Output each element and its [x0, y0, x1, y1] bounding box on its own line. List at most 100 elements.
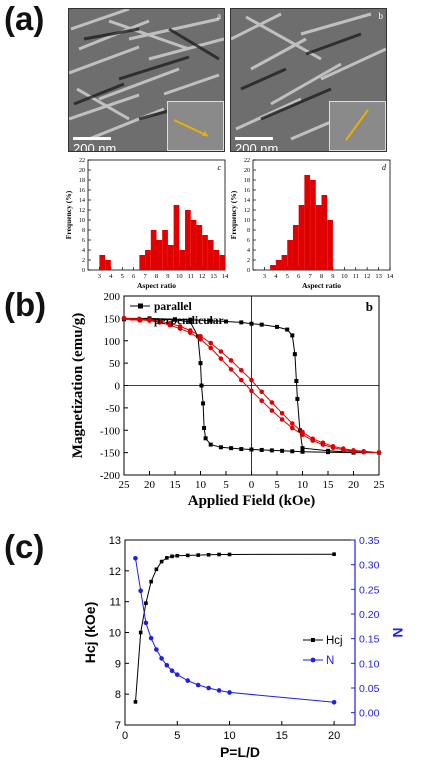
hyst-point-0	[198, 361, 203, 366]
hcj-series-line-0	[135, 553, 335, 702]
hcj-ytick-left-label: 12	[109, 566, 121, 578]
hcj-point-0	[175, 553, 180, 558]
hist-d-ytick-label: 20	[244, 168, 250, 174]
hcj-point-1	[227, 690, 232, 695]
hist-c-bar	[150, 230, 157, 270]
hyst-point-1	[228, 358, 234, 363]
hyst-point-1	[249, 377, 254, 383]
hyst-point-1	[208, 345, 213, 351]
hist-d-bar	[275, 260, 282, 270]
hist-c-xtick-label: 9	[166, 273, 169, 280]
hyst-xtick-label: 10	[195, 479, 207, 491]
hyst-point-0	[280, 448, 285, 453]
hyst-point-0	[294, 379, 299, 384]
hyst-point-1	[361, 448, 367, 454]
hcj-ytick-left-label: 13	[109, 535, 121, 547]
hcj-point-1	[159, 656, 164, 661]
hyst-point-0	[229, 446, 234, 451]
hyst-point-0	[290, 333, 295, 338]
scale-label-right: 200 nm	[235, 141, 279, 152]
hist-d-ytick-label: 6	[247, 238, 250, 244]
hcj-point-1	[216, 688, 222, 693]
hist-c-xtick-label: 3	[98, 273, 101, 280]
hist-c-ylabel: Frequency (%)	[64, 190, 73, 239]
hyst-point-1	[249, 388, 254, 394]
hist-d-ylabel: Frequency (%)	[229, 190, 238, 239]
hyst-point-1	[239, 377, 244, 383]
hist-c-bar	[202, 235, 208, 270]
hist-c-bar	[219, 255, 225, 270]
hyst-point-1	[218, 356, 224, 361]
hyst-ytick-label: -150	[100, 448, 121, 460]
hist-c-bar	[139, 255, 146, 270]
hcj-xtick-label: 5	[174, 730, 180, 742]
hyst-ytick-label: 0	[115, 381, 121, 393]
hcj-point-1	[148, 635, 154, 641]
hyst-point-1	[310, 436, 316, 442]
panel-label-b: (b)	[4, 286, 47, 323]
hyst-legend-label-1: perpendicular	[154, 315, 224, 327]
hyst-xtick-label: 15	[170, 479, 182, 491]
hcj-ytick-right-label: 0.05	[359, 683, 380, 695]
hcj-point-0	[170, 554, 174, 559]
hcj-point-0	[149, 579, 153, 584]
hist-d-xtick-label: 8	[320, 273, 323, 280]
hist-c-xtick-label: 4	[109, 273, 113, 280]
hyst-point-1	[376, 450, 382, 455]
hist-c-bar	[196, 225, 203, 270]
hist-c-ytick-label: 18	[79, 178, 85, 184]
hist-d-xtick-label: 3	[263, 273, 266, 280]
hist-d-xtick-label: 9	[331, 273, 334, 280]
hist-c-bar	[173, 205, 180, 270]
hist-c-bar	[99, 255, 106, 270]
hist-c-bar	[105, 260, 111, 270]
hyst-point-1	[290, 421, 295, 426]
hist-d-xtick-label: 11	[353, 273, 359, 280]
hcj-xtick-label: 15	[276, 730, 288, 742]
hcj-point-1	[169, 668, 175, 674]
hist-c-xtick-label: 12	[199, 273, 206, 280]
hist-d-panel-letter: d	[382, 163, 387, 172]
hyst-point-1	[228, 367, 234, 372]
hyst-point-1	[157, 318, 162, 324]
nanorod-texture-right	[231, 12, 386, 141]
hist-d-bar	[298, 205, 305, 270]
hist-d-xtick-label: 12	[364, 273, 371, 280]
hcj-ytick-left-label: 10	[109, 628, 121, 640]
hist-c-ytick-label: 16	[79, 188, 85, 194]
hyst-point-1	[330, 444, 336, 449]
hist-c-ytick-label: 6	[82, 238, 85, 244]
hist-c-xlabel: Aspect ratio	[137, 281, 176, 290]
hcj-point-1	[185, 678, 191, 683]
hyst-point-0	[259, 447, 264, 452]
hcj-ytick-right-label: 0.25	[359, 584, 380, 596]
tem-letter-left: a	[217, 11, 221, 21]
hyst-point-1	[320, 440, 326, 446]
hist-c-ytick-label: 20	[79, 168, 85, 174]
hyst-point-0	[249, 447, 254, 452]
hist-d-xtick-label: 4	[274, 273, 278, 280]
hcj-point-0	[332, 552, 336, 556]
hyst-ylabel: Magnetization (emu/g)	[70, 313, 86, 458]
hyst-point-0	[239, 320, 244, 325]
hist-d-ytick-label: 8	[247, 228, 250, 234]
hist-d-ytick-label: 10	[244, 218, 250, 224]
hist-c-xtick-label: 5	[121, 273, 124, 280]
hist-c-ytick-label: 0	[82, 268, 85, 274]
tem-image-left: 200 nm a	[68, 8, 225, 152]
hcj-point-1	[143, 620, 149, 626]
tem-inset-left	[167, 101, 224, 151]
hcj-point-1	[164, 663, 170, 668]
hyst-point-0	[239, 447, 244, 452]
hyst-point-1	[269, 400, 275, 405]
hcj-point-0	[138, 630, 143, 635]
hist-c-xtick-label: 13	[210, 273, 217, 280]
hist-d-ytick-label: 14	[244, 198, 250, 204]
hist-d-xtick-label: 10	[341, 273, 348, 280]
hist-c-xtick-label: 6	[132, 273, 136, 280]
hyst-point-0	[290, 449, 295, 454]
hcj-xtick-label: 0	[122, 730, 128, 742]
